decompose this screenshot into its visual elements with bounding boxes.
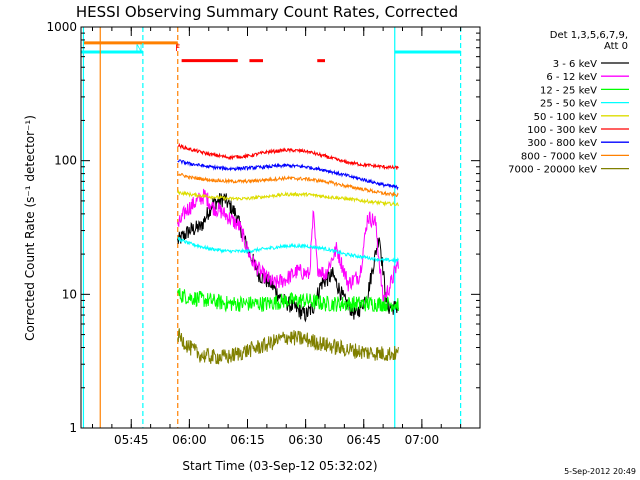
annotation-n: N <box>136 44 143 54</box>
x-tick-label-07-00: 07:00 <box>405 433 440 447</box>
y-tick-label-10: 10 <box>62 287 77 301</box>
legend-header-0: Det 1,3,5,6,7,9, <box>550 30 628 41</box>
series-line-50-100-kev <box>177 188 399 207</box>
x-tick-label-06-15: 06:15 <box>230 433 265 447</box>
x-tick-label-06-45: 06:45 <box>346 433 381 447</box>
y-tick-label-100: 100 <box>54 154 77 168</box>
legend-label-6-12-kev: 6 - 12 keV <box>546 72 597 83</box>
legend-label-25-50-kev: 25 - 50 keV <box>540 99 597 110</box>
legend-label-7000-20000-kev: 7000 - 20000 keV <box>508 165 597 176</box>
plot-area: N F 1 10 100 1000 05:45 06:00 06:15 06:30 06:45 07:… <box>46 20 481 447</box>
y-axis-label: Corrected Count Rate (s⁻¹ detector⁻¹) <box>23 115 37 341</box>
legend-label-100-300-kev: 100 - 300 keV <box>527 125 597 136</box>
legend-label-800-7000-kev: 800 - 7000 keV <box>521 151 597 162</box>
x-tick-label-05-45: 05:45 <box>114 433 149 447</box>
plot-frame <box>80 26 481 429</box>
legend-label-300-800-kev: 300 - 800 keV <box>527 138 597 149</box>
legend-label-12-25-kev: 12 - 25 keV <box>540 85 597 96</box>
footer-timestamp: 5-Sep-2012 20:49 <box>564 467 636 476</box>
chart-title: HESSI Observing Summary Count Rates, Cor… <box>76 3 458 21</box>
legend-label-50-100-kev: 50 - 100 keV <box>534 112 598 123</box>
series-line-7000-20000-kev <box>177 328 399 365</box>
series-line-6-12-kev <box>177 188 399 304</box>
series-line-12-25-kev <box>177 287 399 313</box>
legend-label-3-6-kev: 3 - 6 keV <box>553 59 597 70</box>
x-axis-label: Start Time (03-Sep-12 05:32:02) <box>182 459 377 473</box>
legend-header-1: Att 0 <box>604 41 628 52</box>
legend: Det 1,3,5,6,7,9,Att 0 3 - 6 keV 6 - 12 keV… <box>508 30 629 176</box>
annotation-f: F <box>175 44 180 54</box>
y-tick-label-1: 1 <box>69 421 77 435</box>
series-line-100-300-kev <box>177 142 399 171</box>
y-tick-label-1000: 1000 <box>46 20 77 34</box>
series-line-800-7000-kev <box>177 172 399 198</box>
x-tick-label-06-00: 06:00 <box>172 433 207 447</box>
series-line-25-50-kev <box>177 236 399 264</box>
series-line-300-800-kev <box>177 159 399 191</box>
x-tick-label-06-30: 06:30 <box>288 433 323 447</box>
